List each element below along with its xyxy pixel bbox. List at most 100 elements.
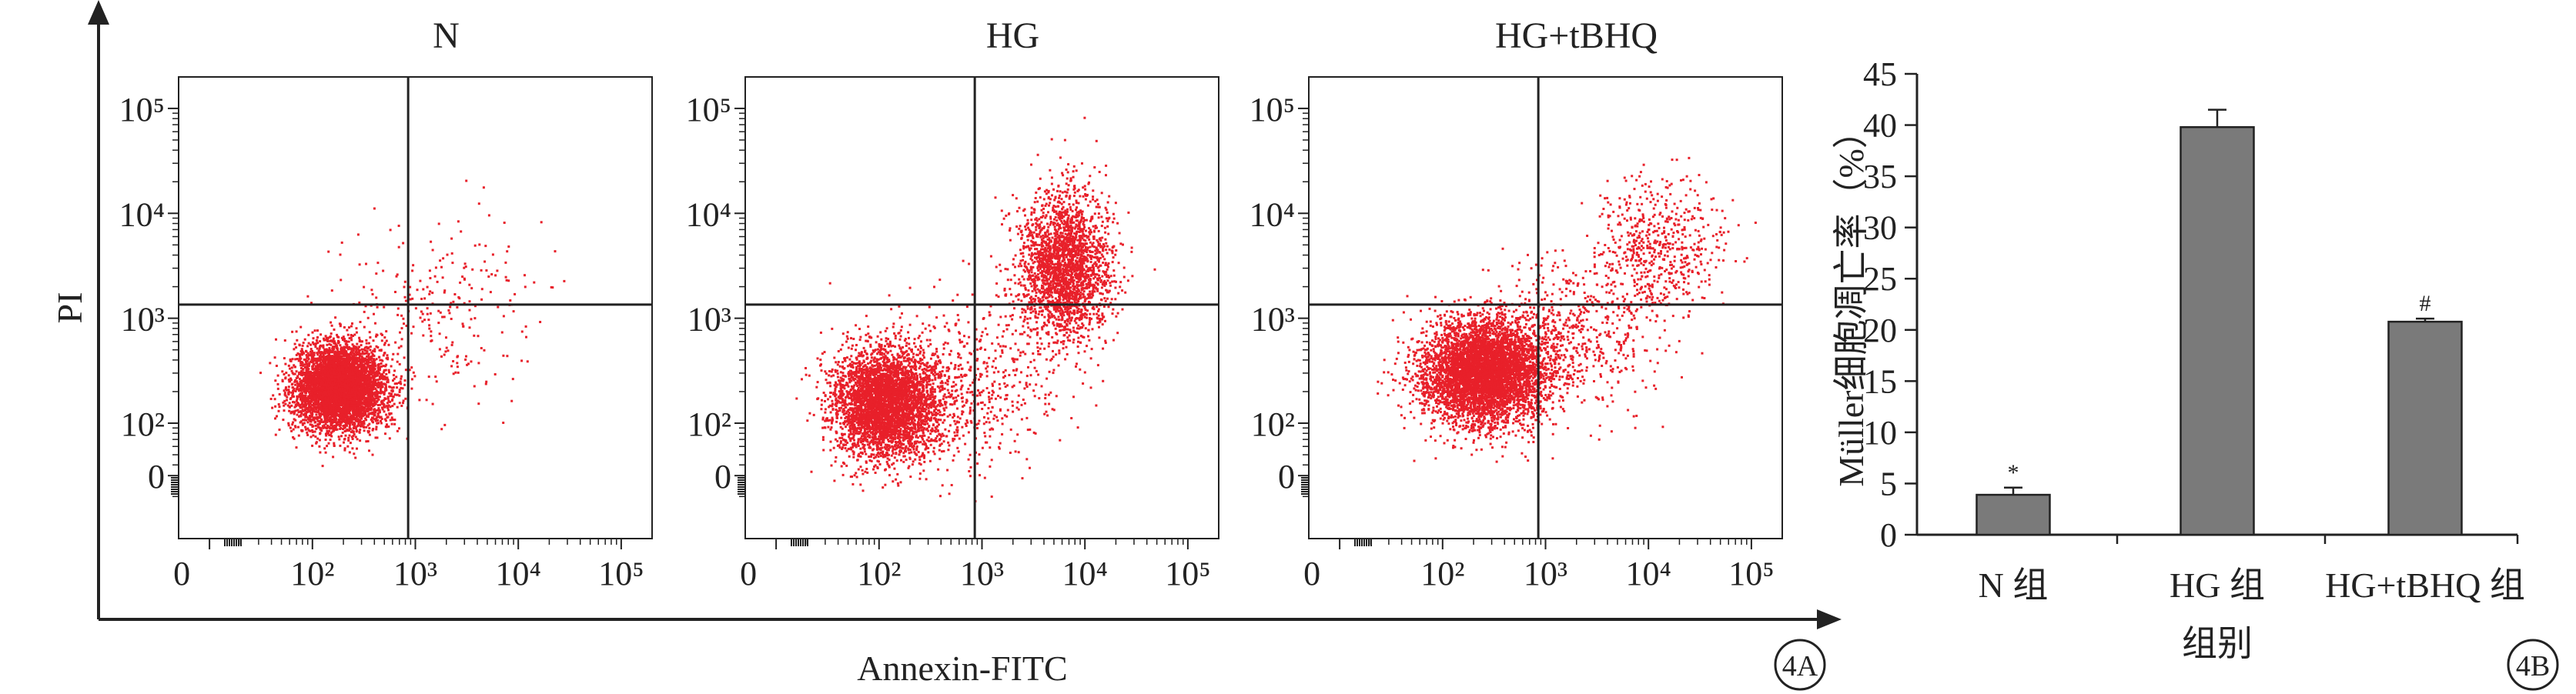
event-dot: [374, 379, 376, 382]
event-dot: [371, 402, 374, 405]
event-dot: [313, 379, 316, 382]
event-dot: [400, 375, 403, 378]
event-dot: [319, 353, 323, 356]
event-dot: [326, 352, 330, 354]
event-dot: [340, 358, 343, 361]
event-dot: [392, 374, 395, 377]
event-dot: [393, 369, 396, 372]
event-dot: [380, 388, 382, 391]
event-dot: [315, 427, 318, 430]
event-dot: [338, 363, 341, 366]
event-dot: [376, 409, 380, 412]
event-dot: [328, 347, 331, 349]
event-dot: [366, 410, 370, 413]
event-dot: [391, 390, 394, 393]
event-dot: [371, 366, 374, 369]
event-dot: [418, 399, 421, 402]
event-dot: [366, 362, 370, 365]
event-dot: [316, 419, 319, 422]
event-dot: [324, 339, 327, 342]
event-dot: [380, 362, 383, 365]
event-dot: [350, 435, 353, 439]
event-dot: [297, 372, 300, 375]
event-dot: [354, 409, 357, 412]
event-dot: [359, 321, 362, 323]
event-dot: [306, 421, 309, 424]
event-dot: [383, 369, 386, 372]
event-dot: [373, 359, 376, 362]
event-dot: [384, 365, 387, 368]
event-dot: [383, 399, 386, 402]
event-dot: [329, 381, 331, 384]
event-dot: [348, 434, 351, 437]
event-dot: [376, 419, 380, 422]
event-dot: [370, 365, 373, 368]
event-dot: [371, 453, 374, 456]
event-dot: [331, 430, 334, 433]
event-dot: [381, 402, 384, 404]
event-dot: [363, 429, 366, 432]
event-dot: [289, 367, 291, 370]
event-dot: [318, 415, 321, 418]
event-dot: [304, 428, 307, 431]
event-dot: [319, 427, 323, 430]
event-dot: [329, 420, 331, 423]
event-dot: [367, 342, 370, 345]
event-dot: [377, 355, 380, 359]
event-dot: [366, 316, 370, 319]
event-dot: [352, 431, 355, 434]
event-dot: [348, 354, 351, 357]
event-dot: [390, 422, 393, 425]
event-dot: [345, 364, 348, 367]
event-dot: [348, 387, 351, 390]
event-dot: [342, 335, 345, 339]
event-dot: [336, 413, 339, 415]
event-dot: [379, 411, 381, 414]
event-dot: [366, 424, 370, 427]
event-dot: [356, 429, 359, 432]
event-dot: [287, 422, 290, 425]
event-dot: [373, 418, 376, 421]
event-dot: [301, 409, 304, 412]
event-dot: [320, 363, 323, 366]
event-dot: [321, 425, 324, 428]
event-dot: [329, 335, 331, 339]
event-dot: [393, 393, 396, 396]
event-dot: [376, 366, 380, 369]
event-dot: [316, 365, 319, 368]
event-dot: [322, 352, 325, 355]
event-dot: [348, 409, 351, 412]
event-dot: [383, 392, 386, 395]
event-dot: [318, 426, 321, 429]
event-dot: [332, 415, 335, 419]
event-dot: [379, 403, 382, 406]
event-dot: [376, 374, 379, 377]
event-dot: [398, 394, 401, 397]
event-dot: [392, 379, 394, 382]
event-dot: [368, 422, 371, 425]
event-dot: [326, 406, 329, 409]
event-dot: [350, 421, 352, 424]
event-dot: [374, 388, 377, 390]
event-dot: [309, 423, 312, 426]
event-dot: [356, 376, 358, 379]
event-dot: [350, 339, 353, 342]
event-dot: [373, 350, 376, 353]
event-dot: [372, 370, 375, 373]
event-dot: [303, 405, 306, 409]
event-dot: [395, 382, 398, 385]
outer-x-arrow: [1817, 609, 1842, 629]
event-dot: [299, 364, 303, 367]
event-dot: [326, 350, 328, 353]
event-dot: [349, 404, 352, 407]
event-dot: [275, 365, 278, 367]
event-dot: [306, 382, 309, 385]
event-dot: [327, 390, 330, 393]
event-dot: [318, 445, 321, 448]
event-dot: [307, 365, 310, 367]
event-dot: [403, 383, 406, 386]
event-dot: [371, 387, 374, 390]
event-dot: [370, 392, 373, 395]
event-dot: [329, 439, 332, 442]
event-dot: [341, 431, 344, 434]
